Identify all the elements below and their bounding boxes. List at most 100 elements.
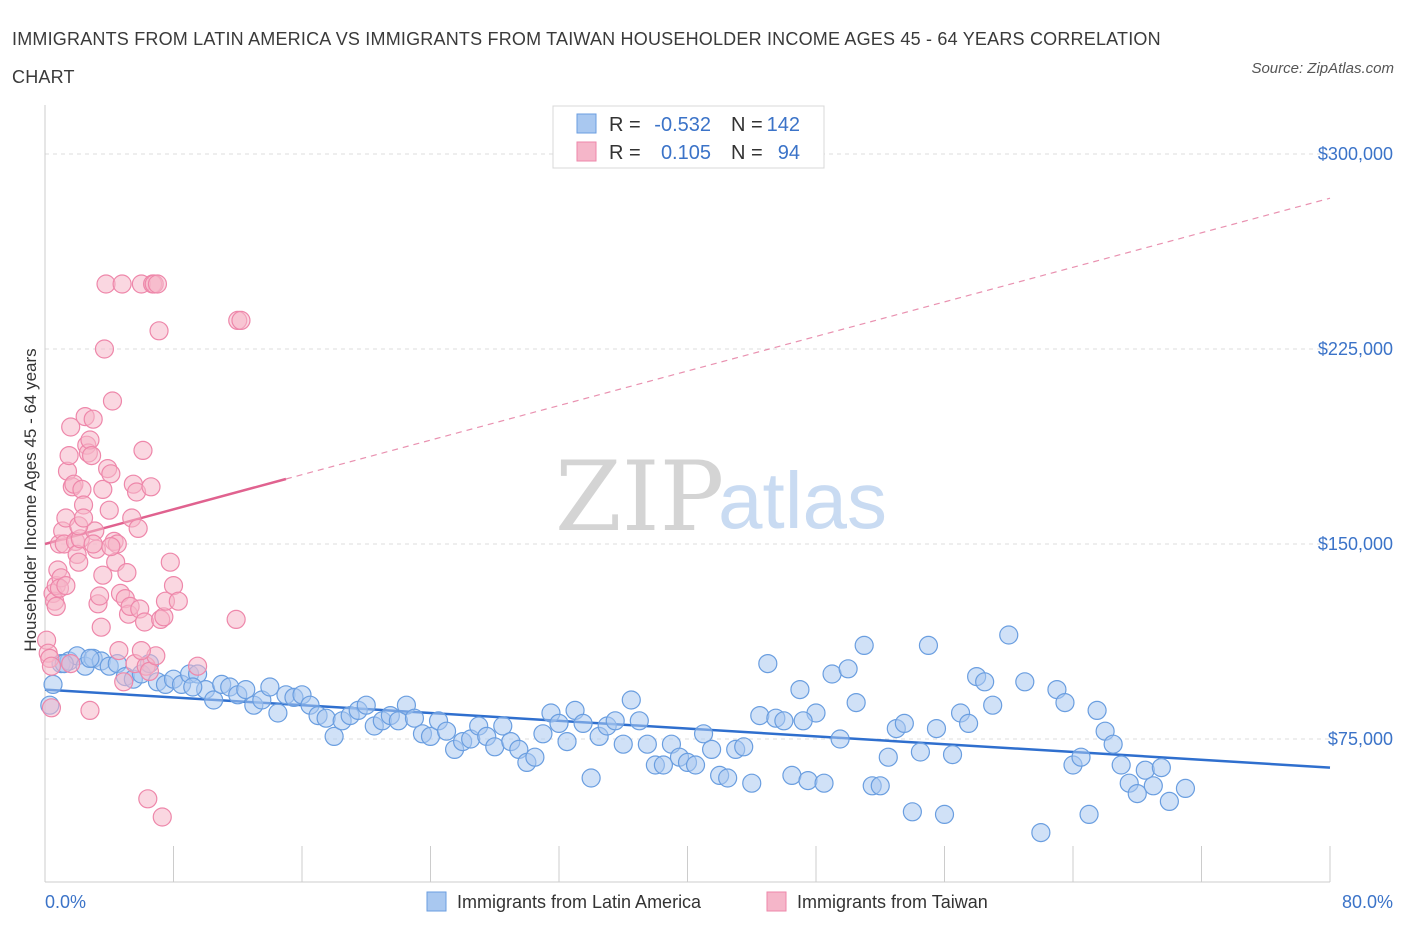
point-latin-america [742,773,762,793]
point-latin-america [268,703,288,723]
legend-r-value-2: 0.105 [661,142,711,164]
legend-r-label-1: R = [609,114,641,136]
point-taiwan [93,479,113,499]
point-latin-america [533,724,553,744]
point-taiwan [91,617,111,637]
point-latin-america [80,648,100,669]
point-latin-america [356,695,376,715]
watermark: ZIP atlas [555,441,887,553]
point-taiwan [99,500,119,520]
x-tick-label-min: 0.0% [45,892,86,912]
bottom-legend-swatch-taiwan [766,891,787,912]
point-taiwan [83,534,103,554]
y-tick-label: $300,000 [1318,144,1393,164]
point-taiwan [81,446,102,466]
point-latin-america [485,737,505,757]
point-latin-america [581,768,601,788]
point-latin-america [942,744,963,765]
legend-n-label-2: N = [731,142,763,164]
point-taiwan [133,440,153,460]
legend-r-label-2: R = [609,142,641,164]
point-taiwan [41,698,62,718]
point-taiwan [231,310,251,330]
point-taiwan [83,409,103,429]
point-taiwan [61,653,81,674]
point-latin-america [404,708,425,728]
point-taiwan [102,391,123,411]
point-latin-america [918,635,939,656]
point-latin-america [1151,757,1171,778]
point-taiwan [96,274,116,294]
point-taiwan [152,807,172,827]
point-taiwan [46,596,66,617]
chart-title: IMMIGRANTS FROM LATIN AMERICA VS IMMIGRA… [12,29,1161,87]
watermark-atlas: atlas [718,456,887,545]
point-latin-america [910,742,931,762]
point-latin-america [894,713,914,734]
point-latin-america [902,802,922,822]
point-latin-america [316,708,336,728]
point-taiwan [131,640,151,661]
point-latin-america [854,635,874,656]
point-taiwan [90,586,110,606]
point-taiwan [147,274,168,294]
point-latin-america [1143,776,1163,796]
legend-n-value-1: 142 [767,114,800,136]
point-latin-america [934,804,955,825]
y-axis-title: Householder Income Ages 45 - 64 years [21,348,40,651]
point-latin-america [798,770,818,791]
legend-box: R = -0.532 N = 142 R = 0.105 N = 94 [552,105,825,169]
point-taiwan [56,575,76,596]
point-taiwan [59,446,79,466]
legend-r-value-1: -0.532 [654,114,711,136]
point-latin-america [525,747,545,767]
point-latin-america [1111,755,1131,775]
point-latin-america [637,734,657,754]
point-latin-america [573,713,593,734]
point-latin-america [549,713,569,734]
watermark-zip: ZIP [555,441,724,553]
point-latin-america [1079,804,1099,825]
point-taiwan [73,508,94,528]
point-latin-america [774,711,794,731]
point-latin-america [750,705,770,726]
point-taiwan [134,612,155,632]
y-tick-label: $225,000 [1318,339,1393,359]
data-points [37,274,1196,843]
point-latin-america [693,724,714,744]
axes [44,105,1331,883]
y-tick-labels: $75,000 $150,000 $225,000 $300,000 [1318,144,1393,749]
point-taiwan [117,562,137,583]
point-latin-america [958,713,979,734]
point-taiwan [187,656,208,676]
point-latin-america [1087,700,1107,721]
point-latin-america [1015,672,1035,692]
point-latin-america [870,776,890,796]
point-latin-america [718,768,738,788]
point-latin-america [183,677,203,697]
point-latin-america [790,679,810,700]
point-taiwan [80,700,100,721]
point-taiwan [109,640,129,661]
point-taiwan [128,518,148,539]
point-latin-america [557,731,577,752]
point-latin-america [1031,822,1051,843]
point-latin-america [846,692,866,713]
point-taiwan [160,552,180,572]
bottom-legend-label-taiwan: Immigrants from Taiwan [797,892,988,912]
point-latin-america [436,721,457,741]
y-tick-label: $150,000 [1318,534,1393,554]
point-latin-america [1159,791,1179,812]
x-tick-labels: 0.0% 80.0% [45,892,1393,912]
point-latin-america [734,737,754,757]
point-latin-america [814,773,834,793]
y-tick-label: $75,000 [1328,729,1393,749]
point-latin-america [1127,783,1147,804]
point-latin-america [260,677,280,697]
point-latin-america [926,718,947,739]
point-latin-america [999,625,1019,645]
point-taiwan [138,789,158,809]
chart-source: Source: ZipAtlas.com [1251,60,1394,77]
point-latin-america [758,653,778,674]
point-latin-america [782,765,802,786]
